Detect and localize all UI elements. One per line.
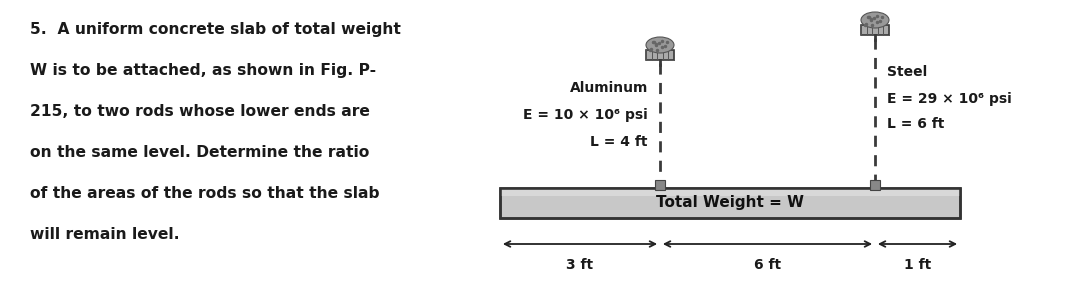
Text: Total Weight = W: Total Weight = W: [656, 195, 804, 210]
Text: will remain level.: will remain level.: [30, 227, 179, 242]
Text: 6 ft: 6 ft: [754, 258, 781, 272]
Text: 5.  A uniform concrete slab of total weight: 5. A uniform concrete slab of total weig…: [30, 22, 401, 37]
Text: E = 29 × 10⁶ psi: E = 29 × 10⁶ psi: [887, 92, 1012, 106]
Text: Steel: Steel: [887, 65, 928, 79]
Ellipse shape: [646, 37, 674, 53]
Text: 3 ft: 3 ft: [566, 258, 594, 272]
Text: 215, to two rods whose lower ends are: 215, to two rods whose lower ends are: [30, 104, 369, 119]
Bar: [500, 188, 960, 195]
Text: L = 4 ft: L = 4 ft: [591, 135, 648, 149]
Text: 1 ft: 1 ft: [904, 258, 931, 272]
Bar: [646, 50, 674, 60]
Text: W is to be attached, as shown in Fig. P-: W is to be attached, as shown in Fig. P-: [30, 63, 376, 78]
Text: of the areas of the rods so that the slab: of the areas of the rods so that the sla…: [30, 186, 380, 201]
Bar: [870, 180, 880, 190]
Ellipse shape: [861, 12, 889, 28]
Bar: [654, 180, 665, 190]
Bar: [500, 188, 960, 218]
Text: Aluminum: Aluminum: [569, 81, 648, 95]
Bar: [500, 188, 960, 218]
Text: L = 6 ft: L = 6 ft: [887, 117, 944, 131]
Text: on the same level. Determine the ratio: on the same level. Determine the ratio: [30, 145, 369, 160]
Bar: [861, 25, 889, 35]
Text: E = 10 × 10⁶ psi: E = 10 × 10⁶ psi: [523, 108, 648, 122]
